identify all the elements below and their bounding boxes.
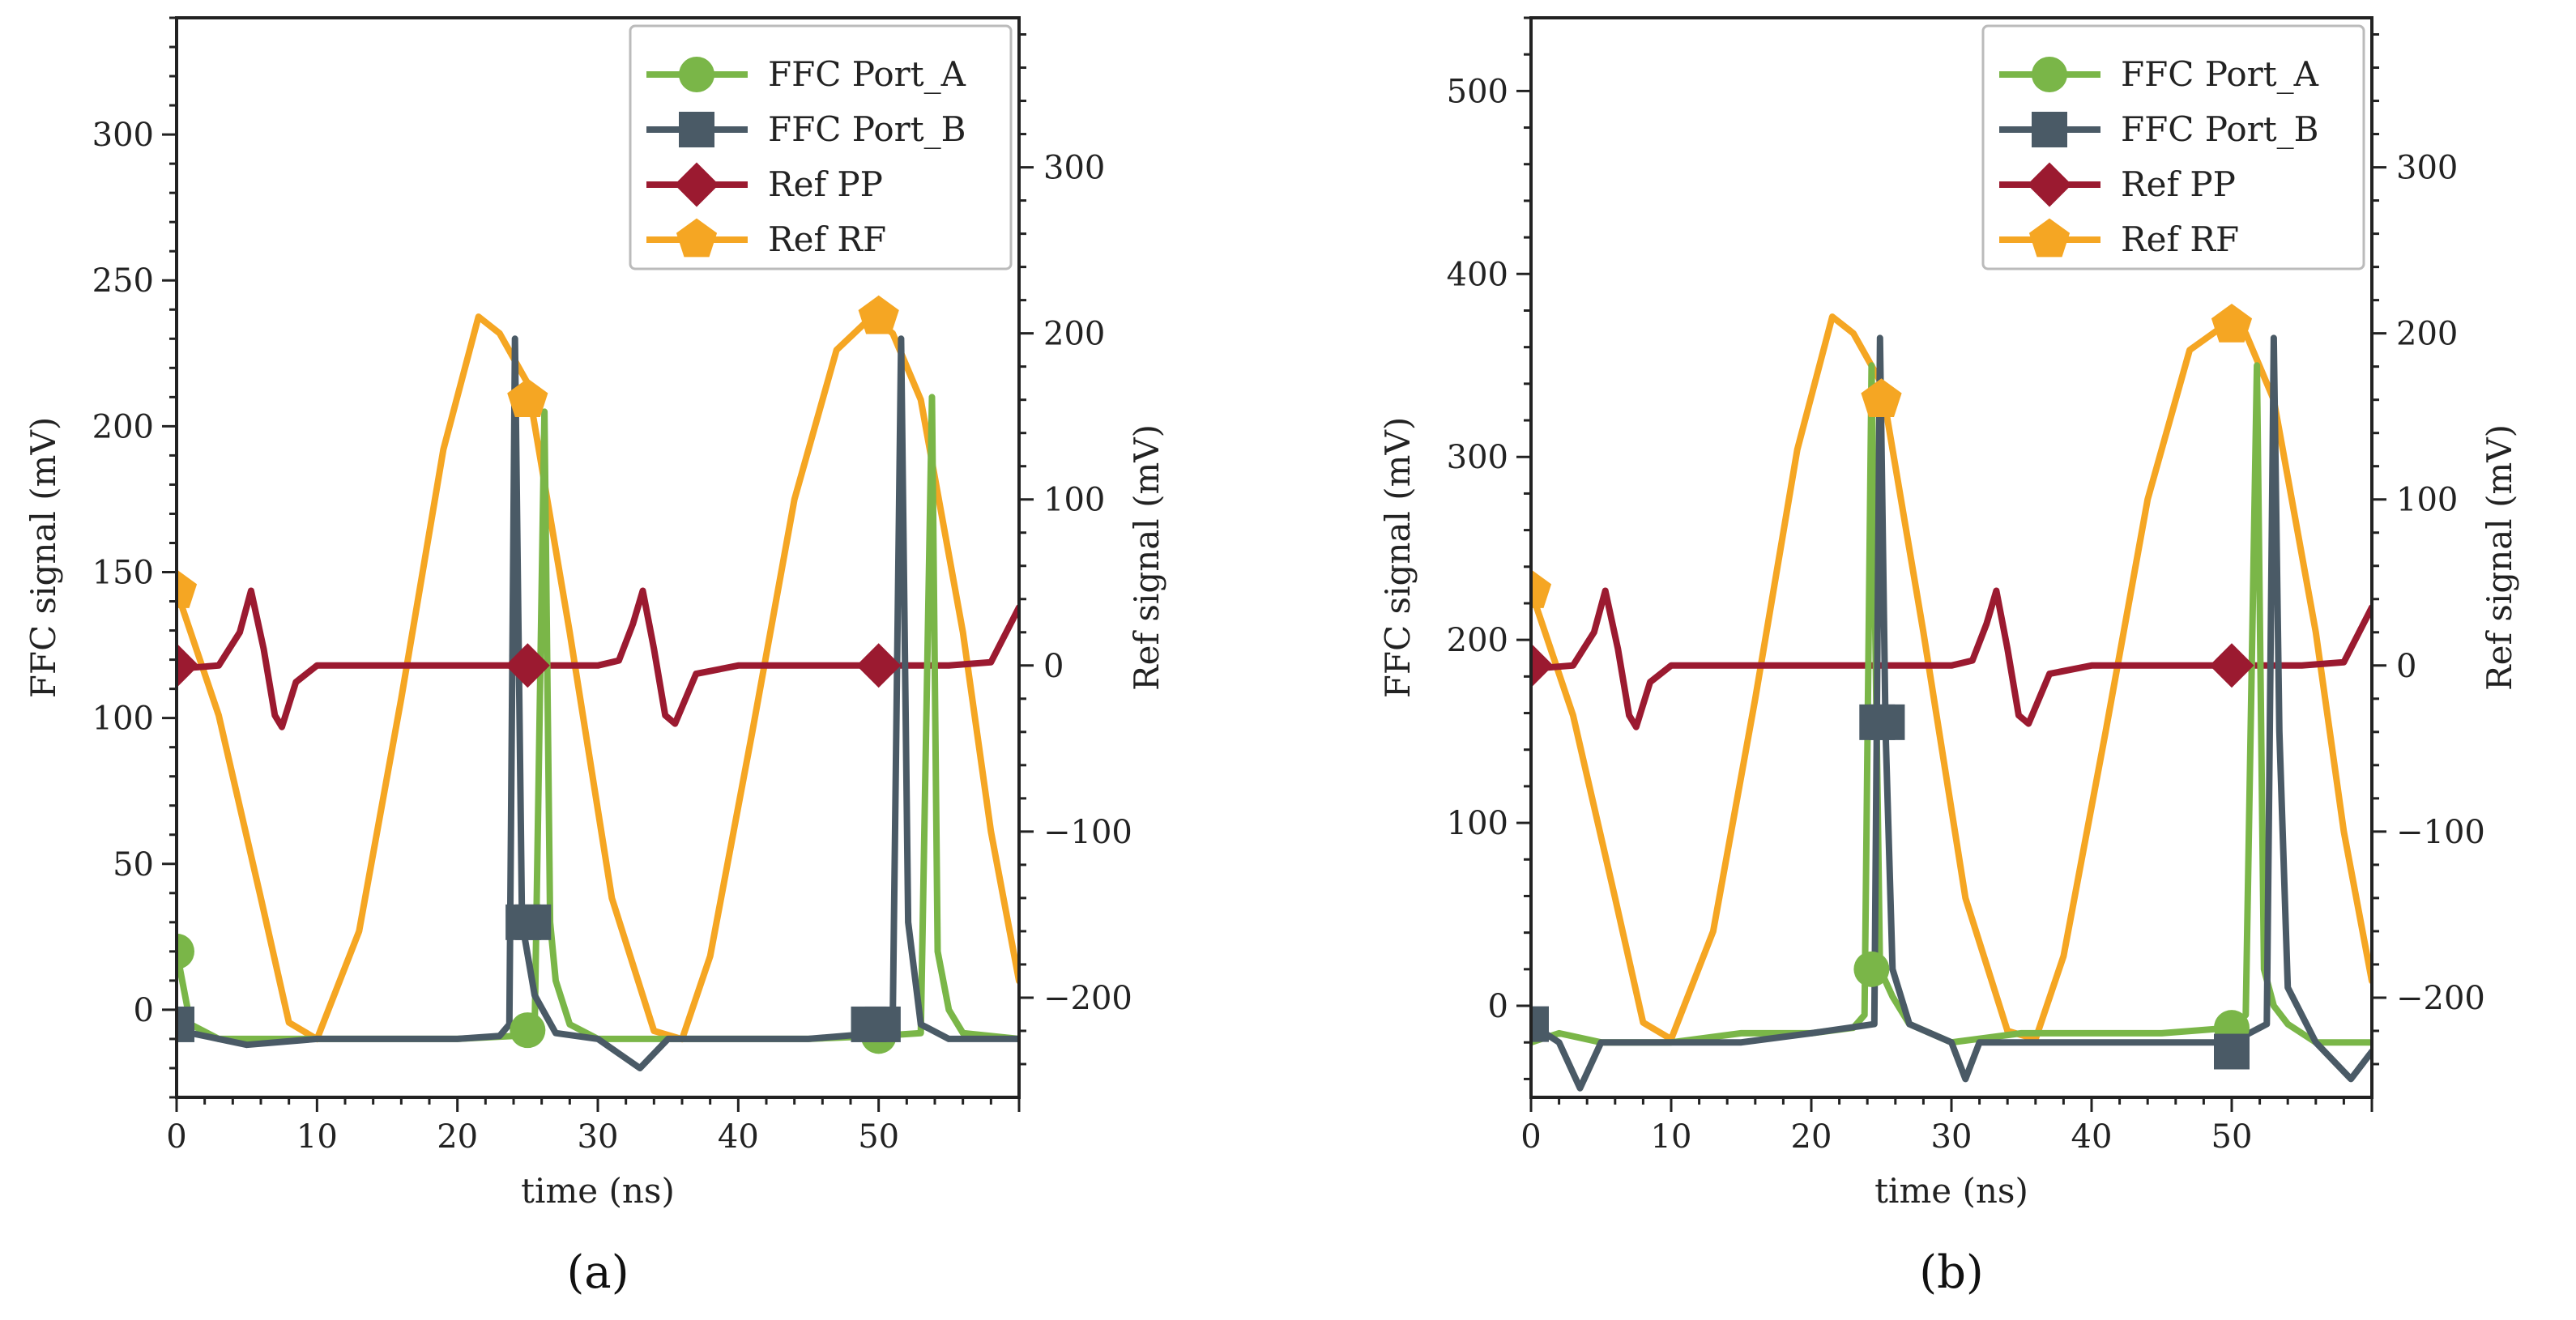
panel-b: 0 10 20 30 40 500100200300400500−200−10001002… xyxy=(1378,16,2519,1299)
y-left-tick-label: 300 xyxy=(92,117,154,154)
y-right-tick-label: 200 xyxy=(2396,316,2458,353)
x-tick-label: 10 xyxy=(1651,1118,1692,1156)
x-tick-label: 40 xyxy=(718,1118,759,1156)
x-tick-label: 0 xyxy=(166,1118,186,1156)
legend-label-ref-rf: Ref RF xyxy=(2121,219,2239,259)
series-line-ffc-port-b xyxy=(1531,334,2372,1092)
y-right-tick-label: 300 xyxy=(2396,150,2458,187)
legend-box xyxy=(1981,24,2365,270)
y-left-tick-label: 500 xyxy=(1447,73,1508,110)
legend-marker-ref-rf xyxy=(2028,218,2071,258)
legend-marker-ref-rf xyxy=(676,218,718,258)
marker-ref-rf xyxy=(2211,304,2253,343)
y-left-tick-label: 400 xyxy=(1447,256,1508,293)
data-layer xyxy=(1531,304,2372,1092)
y-left-tick-label: 300 xyxy=(1447,439,1508,476)
legend: FFC Port_A FFC Port_B Ref PP Ref RF xyxy=(629,24,1013,270)
marker-ffc-port-b xyxy=(177,1006,194,1042)
y-right-axis-label: Ref signal (mV) xyxy=(1127,424,1166,691)
marker-ffc-port-b xyxy=(1869,704,1905,740)
marker-ffc-port-a xyxy=(177,933,194,969)
y-left-axis-label: FFC signal (mV) xyxy=(23,417,63,698)
series-line-ref-pp xyxy=(177,587,1019,730)
legend-label-ffc-port-a: FFC Port_A xyxy=(768,54,966,94)
marker-ref-rf xyxy=(177,569,198,608)
legend-marker-ref-pp xyxy=(2027,162,2072,207)
legend-box xyxy=(629,24,1013,270)
y-left-tick-label: 0 xyxy=(1488,988,1508,1025)
y-left-tick-label: 100 xyxy=(1447,805,1508,842)
marker-ref-rf xyxy=(1861,378,1902,417)
x-tick-label: 50 xyxy=(2211,1118,2253,1156)
marker-ref-rf xyxy=(1531,569,1552,608)
y-right-tick-label: −200 xyxy=(1043,980,1132,1017)
marker-ref-pp xyxy=(1531,643,1554,688)
x-tick-label: 30 xyxy=(1931,1118,1973,1156)
legend-label-ref-pp: Ref PP xyxy=(768,164,883,204)
x-tick-label: 30 xyxy=(578,1118,619,1156)
legend-label-ref-rf: Ref RF xyxy=(768,219,886,259)
x-tick-label: 20 xyxy=(437,1118,478,1156)
y-right-tick-label: −100 xyxy=(2396,814,2485,851)
panel-label: (b) xyxy=(1919,1246,1984,1299)
marker-ffc-port-a xyxy=(510,1012,546,1049)
marker-ref-pp xyxy=(856,643,902,688)
marker-ref-pp xyxy=(505,643,550,688)
y-right-tick-label: 200 xyxy=(1043,316,1105,353)
series-line-ref-pp xyxy=(1531,587,2372,730)
y-right-tick-label: 0 xyxy=(2396,648,2416,685)
y-right-tick-label: 100 xyxy=(2396,482,2458,519)
legend-marker-ref-pp xyxy=(674,162,719,207)
x-tick-label: 40 xyxy=(2071,1118,2113,1156)
marker-ffc-port-b xyxy=(864,1006,901,1042)
y-right-tick-label: 300 xyxy=(1043,150,1105,187)
marker-ffc-port-b xyxy=(1531,1006,1549,1042)
y-right-axis-label: Ref signal (mV) xyxy=(2480,424,2519,691)
legend-label-ffc-port-b: FFC Port_B xyxy=(2121,109,2318,149)
x-tick-label: 0 xyxy=(1520,1118,1541,1156)
y-right-tick-label: −100 xyxy=(1043,814,1132,851)
y-right-tick-label: 100 xyxy=(1043,482,1105,519)
x-tick-label: 10 xyxy=(296,1118,338,1156)
panel-a: 0 10 20 30 40 50 0 50 100 150 200 250 300 −200 −100 0 10… xyxy=(23,16,1166,1299)
y-left-tick-label: 0 xyxy=(134,992,154,1029)
legend-label-ffc-port-a: FFC Port_A xyxy=(2121,54,2319,94)
y-left-tick-label: 150 xyxy=(92,555,154,592)
series-line-ffc-port-b xyxy=(177,335,1019,1071)
marker-ffc-port-a xyxy=(1853,951,1890,987)
legend-marker-ffc-port-a xyxy=(679,57,714,92)
y-left-tick-label: 250 xyxy=(92,262,154,300)
marker-ref-pp xyxy=(177,643,199,688)
marker-ffc-port-b xyxy=(2214,1033,2250,1070)
x-tick-label: 50 xyxy=(858,1118,899,1156)
y-right-tick-label: −200 xyxy=(2396,980,2485,1017)
y-left-tick-label: 50 xyxy=(113,846,154,884)
legend: FFC Port_A FFC Port_B Ref PP Ref RF xyxy=(1981,24,2365,270)
y-left-tick-label: 100 xyxy=(92,700,154,738)
marker-ffc-port-b xyxy=(515,904,552,940)
legend-label-ref-pp: Ref PP xyxy=(2121,164,2236,204)
legend-label-ffc-port-b: FFC Port_B xyxy=(768,109,966,149)
marker-ref-rf xyxy=(858,295,899,334)
marker-ref-pp xyxy=(2209,643,2254,688)
legend-marker-ffc-port-a xyxy=(2032,57,2067,92)
y-right-tick-label: 0 xyxy=(1043,648,1064,685)
data-layer xyxy=(177,295,1019,1071)
y-left-tick-label: 200 xyxy=(1447,622,1508,659)
x-tick-label: 20 xyxy=(1791,1118,1832,1156)
y-left-tick-label: 200 xyxy=(92,408,154,445)
marker-ref-rf xyxy=(507,378,548,417)
x-axis-label: time (ns) xyxy=(1874,1171,2028,1211)
x-axis-label: time (ns) xyxy=(521,1171,675,1211)
legend-marker-ffc-port-b xyxy=(2032,112,2067,147)
legend-marker-ffc-port-b xyxy=(679,112,714,147)
panel-label: (a) xyxy=(566,1246,629,1299)
y-left-axis-label: FFC signal (mV) xyxy=(1378,417,1418,698)
